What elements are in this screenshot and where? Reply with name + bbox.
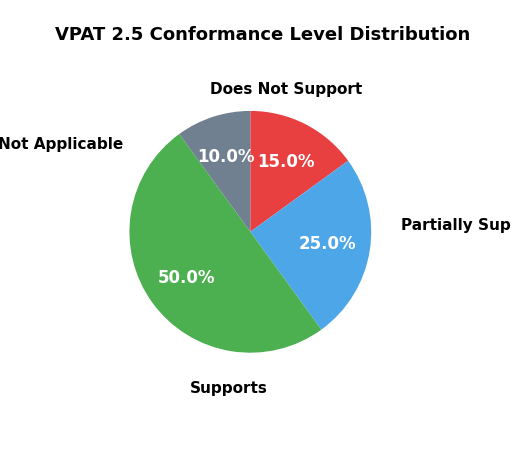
- Text: Does Not Support: Does Not Support: [210, 81, 362, 97]
- Title: VPAT 2.5 Conformance Level Distribution: VPAT 2.5 Conformance Level Distribution: [55, 26, 470, 44]
- Wedge shape: [250, 111, 348, 232]
- Text: 25.0%: 25.0%: [299, 235, 357, 253]
- Text: 10.0%: 10.0%: [197, 148, 255, 166]
- Text: Partially Supports: Partially Supports: [401, 218, 512, 233]
- Wedge shape: [179, 111, 250, 232]
- Text: 15.0%: 15.0%: [257, 153, 315, 171]
- Text: 50.0%: 50.0%: [158, 269, 216, 287]
- Wedge shape: [250, 161, 371, 330]
- Wedge shape: [130, 134, 322, 353]
- Text: Supports: Supports: [190, 382, 268, 397]
- Text: Not Applicable: Not Applicable: [0, 137, 123, 152]
